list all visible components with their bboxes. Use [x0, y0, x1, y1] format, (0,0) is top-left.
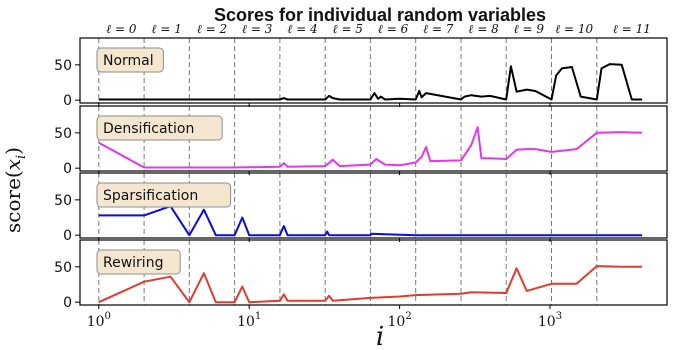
series-line: [98, 265, 643, 304]
panel-sparsification: 0 50 Sparsification: [54, 172, 668, 244]
level-label: ℓ = 10: [555, 22, 593, 36]
series-badge-label: Densification: [103, 121, 194, 137]
panel-densification: 0 50 Densification: [54, 105, 668, 177]
series-line: [98, 126, 643, 169]
level-label: ℓ = 1: [152, 22, 182, 36]
level-label: ℓ = 8: [468, 22, 499, 36]
panel-frame: [79, 239, 668, 306]
series-badge: [96, 115, 223, 141]
series-badge-label: Normal: [103, 53, 154, 69]
y-tick-label: 0: [63, 93, 72, 109]
level-label: ℓ = 4: [287, 22, 317, 36]
x-axis-ticks: 100 101 102 103: [87, 311, 562, 330]
series-badge: [96, 47, 164, 73]
series-line: [98, 63, 643, 101]
series-badge: [96, 249, 181, 275]
x-tick-label: 101: [237, 311, 261, 330]
panels: 0 50 Normal 0 50 Densification 0 50 Sparsificati…: [54, 37, 668, 311]
level-labels: ℓ = 0 ℓ = 1 ℓ = 2 ℓ = 3 ℓ = 4 ℓ = 5 ℓ = 6 ℓ = 7…: [106, 22, 651, 36]
y-tick-label: 50: [54, 58, 72, 74]
series-badge-label: Rewiring: [103, 255, 163, 271]
level-label: ℓ = 6: [378, 22, 409, 36]
level-label: ℓ = 0: [106, 22, 137, 36]
chart-title: Scores for individual random variables: [214, 5, 546, 25]
level-label: ℓ = 7: [423, 22, 454, 36]
y-tick-label: 0: [63, 228, 72, 244]
panel-normal: 0 50 Normal: [54, 37, 668, 109]
panel-rewiring: 0 50 Rewiring: [54, 239, 668, 311]
level-label: ℓ = 11: [613, 22, 651, 36]
y-tick-label: 0: [63, 161, 72, 177]
y-tick-label: 0: [63, 295, 72, 311]
panel-frame: [79, 105, 668, 172]
y-axis-label: score(xi): [1, 147, 29, 233]
x-axis-label: i: [376, 322, 384, 350]
level-label: ℓ = 9: [514, 22, 545, 36]
x-tick-label: 102: [387, 311, 411, 330]
level-label: ℓ = 2: [197, 22, 227, 36]
x-tick-label: 103: [538, 311, 562, 330]
series-line: [98, 205, 643, 237]
y-tick-label: 50: [54, 260, 72, 276]
y-tick-label: 50: [54, 126, 72, 142]
x-tick-label: 100: [87, 311, 111, 330]
level-label: ℓ = 5: [333, 22, 363, 36]
level-label: ℓ = 3: [242, 22, 273, 36]
series-badge: [96, 182, 232, 208]
panel-frame: [79, 37, 668, 104]
series-badge-label: Sparsification: [103, 188, 198, 204]
panel-frame: [79, 172, 668, 239]
y-tick-label: 50: [54, 193, 72, 209]
